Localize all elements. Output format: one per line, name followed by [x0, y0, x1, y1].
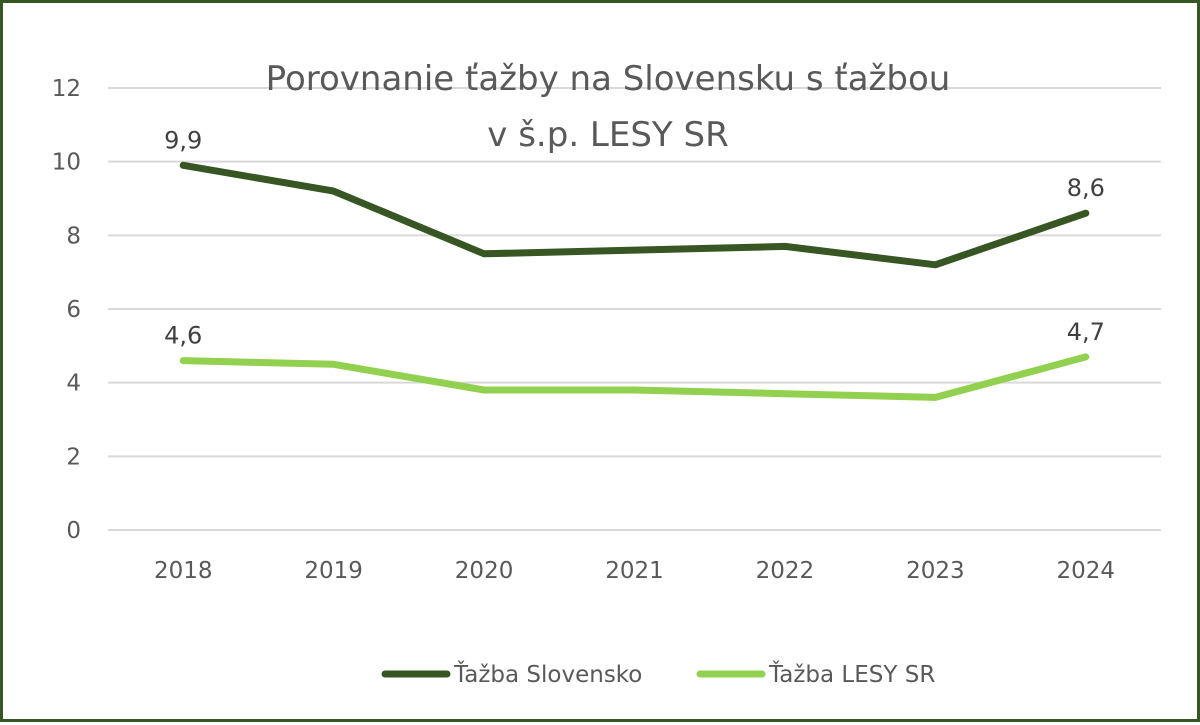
data-point	[332, 363, 335, 366]
data-point	[182, 164, 185, 167]
y-tick-label: 2	[66, 444, 81, 470]
data-labels: 9,9 8,6 4,6 4,7	[164, 126, 1105, 349]
chart-title-line-2: v š.p. LESY SR	[487, 115, 728, 155]
data-point	[934, 396, 937, 399]
data-label: 9,9	[164, 126, 202, 154]
chart-title: Porovnanie ťažby na Slovensku s ťažbou v…	[266, 59, 951, 155]
x-tick-label: 2024	[1057, 558, 1116, 584]
data-label: 8,6	[1067, 174, 1105, 202]
data-point	[633, 389, 636, 392]
y-tick-label: 8	[66, 223, 81, 249]
series-line-1	[179, 353, 1090, 401]
x-axis-tick-labels: 2018 2019 2020 2021 2022 2023 2024	[154, 558, 1115, 584]
series-lines	[179, 161, 1090, 401]
y-tick-label: 10	[52, 150, 81, 176]
chart-title-line-1: Porovnanie ťažby na Slovensku s ťažbou	[266, 59, 951, 99]
data-point	[633, 249, 636, 252]
data-label: 4,6	[164, 322, 202, 350]
y-tick-label: 4	[66, 371, 81, 397]
x-tick-label: 2018	[154, 558, 213, 584]
x-tick-label: 2022	[756, 558, 815, 584]
x-tick-label: 2019	[304, 558, 363, 584]
y-axis-tick-labels: 0 2 4 6 8 10 12	[52, 76, 81, 544]
line-chart: 0 2 4 6 8 10 12 2018 2019 2020 2021 2022 2023 2024 9…	[52, 59, 1161, 688]
data-point	[483, 389, 486, 392]
data-label: 4,7	[1067, 318, 1105, 346]
data-point	[1084, 212, 1087, 215]
data-point	[483, 252, 486, 255]
data-point	[182, 359, 185, 362]
x-tick-label: 2020	[455, 558, 514, 584]
data-point	[1084, 355, 1087, 358]
legend: Ťažba Slovensko Ťažba LESY SR	[381, 660, 935, 688]
data-point	[783, 245, 786, 248]
x-tick-label: 2023	[906, 558, 965, 584]
y-tick-label: 12	[52, 76, 81, 102]
gridlines	[108, 87, 1161, 531]
legend-label-lesy-sr: Ťažba LESY SR	[768, 660, 935, 688]
y-tick-label: 6	[66, 297, 81, 323]
legend-label-slovensko: Ťažba Slovensko	[453, 660, 642, 688]
y-tick-label: 0	[66, 518, 81, 544]
data-point	[934, 263, 937, 266]
x-tick-label: 2021	[605, 558, 664, 584]
data-point	[783, 392, 786, 395]
data-point	[332, 190, 335, 193]
